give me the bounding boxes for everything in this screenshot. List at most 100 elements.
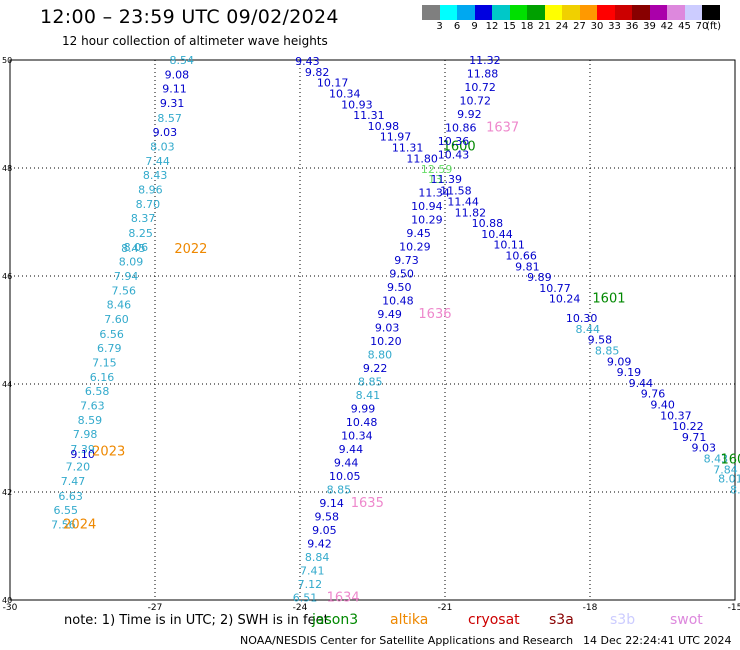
wave-height-value: 10.29 — [411, 213, 443, 226]
wave-height-value: 9.22 — [363, 362, 388, 375]
x-tick-label: -24 — [293, 603, 308, 613]
color-swatch — [492, 5, 510, 20]
color-tick-label: 42 — [660, 21, 674, 32]
wave-height-value: 10.48 — [346, 416, 378, 429]
wave-height-value: 11.58 — [440, 185, 472, 198]
wave-height-value: 8.84 — [305, 551, 330, 564]
color-tick-label: 12 — [485, 21, 499, 32]
color-tick-label: 18 — [520, 21, 534, 32]
wave-height-value: 10.05 — [329, 470, 361, 483]
color-swatch — [597, 5, 615, 20]
color-swatch — [614, 5, 632, 20]
wave-height-value: 11.44 — [447, 195, 479, 208]
wave-height-value: 9.09 — [607, 355, 632, 368]
satellite-legend-item: s3a — [549, 612, 574, 628]
wave-height-value: 9.50 — [389, 267, 414, 280]
wave-height-value: 9.03 — [692, 442, 717, 455]
pass-time-label: 1600 — [443, 139, 476, 154]
pass-time-label: 1602 — [721, 453, 740, 468]
wave-height-value: 11.82 — [455, 206, 487, 219]
wave-height-value: 6.56 — [99, 328, 124, 341]
wave-height-value: 10.29 — [399, 240, 431, 253]
wave-height-value: 9.58 — [315, 510, 340, 523]
pass-time-label: 1636 — [418, 307, 451, 322]
wave-height-value: 8.45 — [121, 242, 145, 255]
color-swatch — [527, 5, 545, 20]
wave-height-value: 6.79 — [97, 342, 122, 355]
x-tick-label: -15 — [728, 603, 740, 613]
wave-height-value: 7.84 — [713, 463, 738, 476]
y-tick-label: 48 — [2, 164, 12, 173]
pass-time-label: 2022 — [174, 242, 207, 257]
chart-subtitle: 12 hour collection of altimeter wave hei… — [62, 34, 328, 48]
satellite-legend-item: altika — [390, 612, 429, 628]
wave-height-value: 9.42 — [307, 537, 332, 550]
footer-timestamp: 14 Dec 22:24:41 UTC 2024 — [583, 634, 732, 647]
wave-height-value: 8.85 — [595, 345, 620, 358]
wave-height-value: 9.82 — [305, 66, 330, 79]
wave-height-value: 9.44 — [339, 443, 364, 456]
wave-height-value: 6.58 — [85, 385, 110, 398]
wave-height-value: 11.32 — [469, 54, 501, 67]
wave-height-value: 7.44 — [145, 155, 170, 168]
color-tick-label: 27 — [573, 21, 586, 32]
y-tick-label: 42 — [2, 488, 12, 497]
wave-height-value: 8.70 — [136, 198, 161, 211]
wave-height-value: 10.20 — [370, 335, 402, 348]
wave-height-value: 10.44 — [481, 228, 513, 241]
wave-height-value: 8.57 — [157, 112, 182, 125]
color-swatch — [439, 5, 457, 20]
y-tick-label: 50 — [2, 56, 12, 65]
color-swatch — [509, 5, 527, 20]
wave-height-value: 9.44 — [629, 377, 654, 390]
wave-height-value: 11.80 — [406, 152, 438, 165]
wave-height-value: 7.98 — [73, 428, 98, 441]
wave-height-value: 9.11 — [162, 83, 187, 96]
wave-height-value: 9.05 — [312, 524, 337, 537]
wave-height-value: 13. — [428, 173, 446, 186]
wave-height-value: 11.31 — [353, 109, 385, 122]
color-tick-label: 15 — [503, 21, 516, 32]
wave-height-value: 10.66 — [505, 249, 536, 262]
wave-height-value: 10.86 — [445, 122, 477, 135]
pass-time-label: 1635 — [351, 496, 384, 511]
wave-height-value: 10.88 — [472, 217, 504, 230]
wave-height-value: 6.16 — [90, 371, 115, 384]
pass-time-label: 2024 — [63, 517, 96, 532]
wave-height-value: 7.56 — [112, 285, 137, 298]
wave-height-value: 7.15 — [92, 356, 117, 369]
wave-height-value: 8.43 — [143, 169, 168, 182]
wave-height-value: 8.44 — [576, 323, 601, 336]
color-tick-label: 21 — [538, 21, 551, 32]
wave-height-value: 6.55 — [54, 504, 79, 517]
wave-height-value: 8.06 — [124, 241, 149, 254]
wave-height-value: 8.80 — [368, 348, 393, 361]
wave-height-value: 10.11 — [493, 239, 525, 252]
wave-height-value: 9.14 — [319, 497, 344, 510]
y-tick-label: 46 — [2, 272, 12, 281]
wave-height-value: 9.71 — [682, 431, 707, 444]
color-tick-label: 24 — [555, 21, 569, 32]
wave-height-value: 9.19 — [617, 366, 642, 379]
wave-height-value: 7.60 — [104, 313, 129, 326]
wave-height-value: 8.15 — [730, 483, 740, 496]
wave-height-value: 10.72 — [464, 81, 496, 94]
color-swatch — [667, 5, 685, 20]
wave-height-value: 11.31 — [392, 141, 424, 154]
wave-height-value: 8.41 — [356, 389, 381, 402]
color-tick-label: 39 — [643, 21, 656, 32]
color-tick-label: 45 — [678, 21, 691, 32]
wave-height-value: 9.76 — [641, 388, 666, 401]
color-swatch — [562, 5, 580, 20]
wave-height-value: 7.63 — [80, 400, 105, 413]
satellite-legend-item: jason3 — [312, 612, 359, 628]
wave-height-value: 8.09 — [119, 255, 144, 268]
wave-height-value: 10.30 — [566, 312, 598, 325]
wave-height-value: 11.39 — [431, 173, 463, 186]
wave-height-value: 7.47 — [61, 475, 86, 488]
y-tick-label: 44 — [2, 380, 12, 389]
wave-height-value: 8.03 — [150, 140, 175, 153]
color-tick-label: 9 — [471, 21, 478, 32]
pass-time-label: 1637 — [486, 121, 519, 136]
